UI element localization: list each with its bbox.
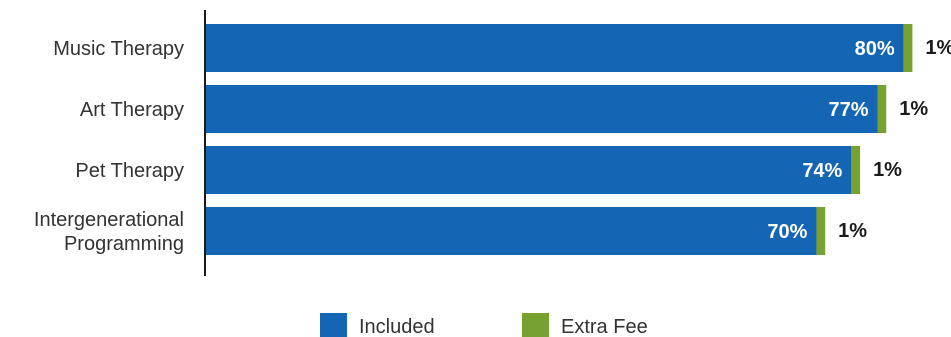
bar-included <box>206 207 817 255</box>
bar-extra-fee <box>903 24 913 72</box>
category-label: Music Therapy <box>53 38 184 60</box>
bars-layer <box>206 24 913 255</box>
category-label-line: Music Therapy <box>53 38 184 60</box>
category-label: Art Therapy <box>80 99 184 121</box>
bar-included <box>206 24 904 72</box>
data-label-included: 80% <box>855 38 895 60</box>
legend-swatch <box>522 313 549 337</box>
category-label-line: Programming <box>64 233 184 255</box>
category-label-line: Intergenerational <box>34 209 184 231</box>
data-label-included: 77% <box>828 99 868 121</box>
bar-included <box>206 146 852 194</box>
bar-extra-fee <box>877 85 887 133</box>
legend-label: Extra Fee <box>561 316 648 337</box>
labels-layer: Music Therapy 80% 1% Art Therapy 77% 1% Pet Th… <box>34 37 951 255</box>
data-label-extra-fee: 1% <box>925 37 951 59</box>
category-label-line: Art Therapy <box>80 99 184 121</box>
legend-swatch <box>320 313 347 337</box>
data-label-extra-fee: 1% <box>838 220 867 242</box>
bar-extra-fee <box>851 146 861 194</box>
bar-included <box>206 85 878 133</box>
legend-label: Included <box>359 316 435 337</box>
category-label: Pet Therapy <box>75 160 184 182</box>
data-label-extra-fee: 1% <box>873 159 902 181</box>
category-label-line: Pet Therapy <box>75 160 184 182</box>
category-label: Intergenerational Programming <box>34 209 184 255</box>
legend: Included Extra Fee <box>320 313 648 337</box>
legend-item-extra-fee: Extra Fee <box>522 313 648 337</box>
data-label-extra-fee: 1% <box>899 98 928 120</box>
data-label-included: 70% <box>767 221 807 243</box>
legend-item-included: Included <box>320 313 435 337</box>
data-label-included: 74% <box>802 160 842 182</box>
bar-extra-fee <box>816 207 826 255</box>
